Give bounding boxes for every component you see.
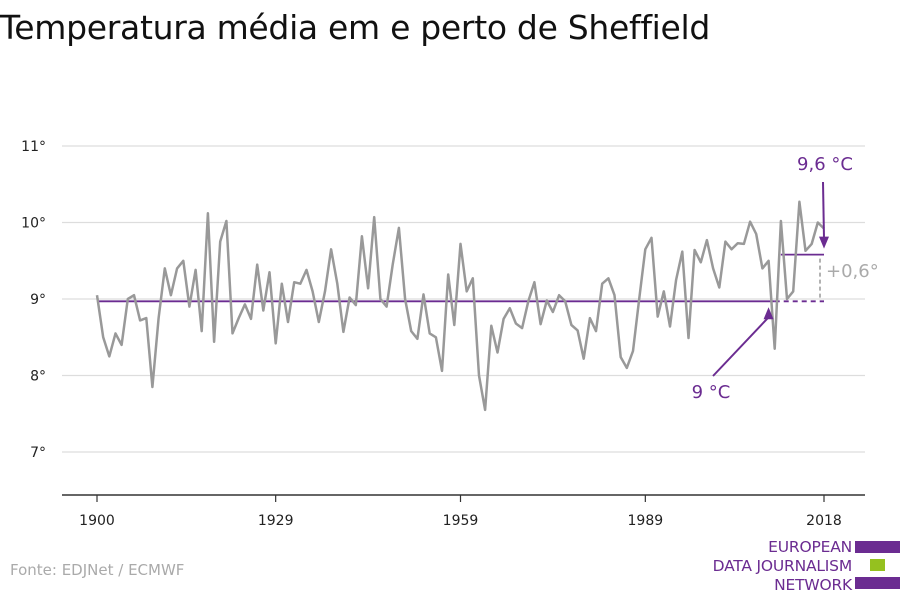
logo-bar-green [870, 559, 885, 571]
edjnet-logo: EUROPEAN DATA JOURNALISM NETWORK [700, 538, 900, 596]
difference-label: +0,6° [826, 261, 879, 282]
recent-arrow-head [819, 236, 829, 249]
y-tick-label: 11° [21, 139, 46, 155]
temperature-series-line [95, 200, 825, 412]
logo-line-3: NETWORK [774, 576, 852, 594]
baseline-label: 9 °C [692, 382, 731, 403]
y-tick-label: 7° [30, 445, 46, 461]
y-tick-label: 9° [30, 292, 46, 308]
baseline-arrow-shaft [712, 316, 770, 377]
line-chart: 7° 8° 9° 10° 11° 1900 1929 1959 1989 2018 9 °C 9,… [21, 139, 879, 529]
x-tick-label: 1929 [258, 513, 294, 529]
grid-lines [62, 145, 865, 453]
source-credit: Fonte: EDJNet / ECMWF [10, 561, 185, 579]
x-axis-ticks: 1900 1929 1959 1989 2018 [79, 495, 842, 529]
logo-bar-purple-bottom [855, 577, 900, 589]
logo-bar-purple-top [855, 541, 900, 553]
annotations: 9 °C 9,6 °C +0,6° [692, 154, 879, 403]
x-tick-label: 1959 [443, 513, 479, 529]
recent-label: 9,6 °C [797, 154, 853, 175]
y-axis-tick-labels: 7° 8° 9° 10° 11° [21, 139, 46, 461]
logo-line-2: DATA JOURNALISM [712, 557, 853, 575]
chart-title: Temperatura média em e perto de Sheffiel… [0, 8, 711, 47]
x-tick-label: 2018 [806, 513, 842, 529]
baseline-arrow-head [763, 307, 774, 320]
y-tick-label: 8° [30, 369, 46, 385]
y-tick-label: 10° [21, 216, 46, 232]
logo-line-1: EUROPEAN [768, 538, 852, 556]
recent-arrow-shaft [822, 181, 825, 239]
x-tick-label: 1900 [79, 513, 115, 529]
x-tick-label: 1989 [628, 513, 664, 529]
